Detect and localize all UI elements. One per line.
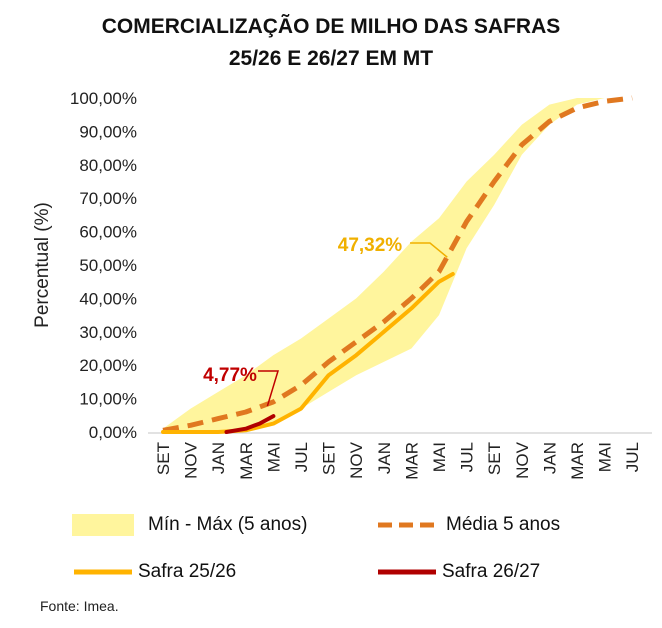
annotation-label-47: 47,32% xyxy=(338,235,403,256)
legend-media-swatch xyxy=(378,522,436,528)
y-tick-label: 50,00% xyxy=(79,256,137,275)
legend-safra-2526-swatch xyxy=(74,569,132,575)
y-tick-label: 60,00% xyxy=(79,223,137,242)
x-tick-label: SET xyxy=(154,442,173,475)
chart-title-line-1: COMERCIALIZAÇÃO DE MILHO DAS SAFRAS xyxy=(101,15,561,38)
legend-item-safra-2526: Safra 25/26 xyxy=(72,561,236,583)
y-tick-label: 0,00% xyxy=(89,423,137,442)
series-line-2 xyxy=(224,414,276,434)
x-tick-label: JUL xyxy=(292,442,311,472)
x-tick-label: JAN xyxy=(375,442,394,474)
legend-band-swatch xyxy=(72,514,134,536)
annotation-leader-47 xyxy=(410,242,448,258)
series-line-0 xyxy=(162,95,633,433)
legend-item-safra-2627: Safra 26/27 xyxy=(376,561,540,583)
legend-item-band: Mín - Máx (5 anos) xyxy=(72,514,307,536)
legend-safra-2627-swatch xyxy=(378,569,436,575)
x-tick-label: SET xyxy=(320,442,339,475)
legend-item-media: Média 5 anos xyxy=(376,514,560,536)
chart-title-line-2: 25/26 E 26/27 EM MT xyxy=(228,47,434,70)
y-tick-label: 80,00% xyxy=(79,156,137,175)
y-tick-label: 30,00% xyxy=(79,323,137,342)
x-tick-label: MAR xyxy=(237,442,256,480)
x-tick-label: MAI xyxy=(264,442,283,472)
y-tick-label: 70,00% xyxy=(79,189,137,208)
annotation-leader-477 xyxy=(258,370,280,407)
x-tick-label: SET xyxy=(485,442,504,475)
y-tick-label: 90,00% xyxy=(79,122,137,141)
x-tick-label: NOV xyxy=(513,441,532,479)
legend-media-label: Média 5 anos xyxy=(446,514,561,535)
annotation-label-477: 4,77% xyxy=(203,365,257,386)
x-tick-label: MAR xyxy=(568,442,587,480)
y-axis-label: Percentual (%) xyxy=(32,202,53,328)
x-tick-label: NOV xyxy=(347,441,366,479)
x-tick-label: MAI xyxy=(596,442,615,472)
legend-safra-2526-label: Safra 25/26 xyxy=(138,561,237,582)
x-tick-label: JAN xyxy=(209,442,228,474)
x-tick-label: NOV xyxy=(182,441,201,479)
x-tick-label: MAR xyxy=(402,442,421,480)
x-tick-label: JUL xyxy=(623,442,642,472)
y-tick-label: 40,00% xyxy=(79,289,137,308)
y-tick-label: 10,00% xyxy=(79,390,137,409)
x-tick-label: MAI xyxy=(430,442,449,472)
x-tick-label: JAN xyxy=(540,442,559,474)
x-tick-label: JUL xyxy=(458,442,477,472)
y-tick-label: 100,00% xyxy=(70,89,137,108)
source-note: Fonte: Imea. xyxy=(40,598,119,614)
legend-band-label: Mín - Máx (5 anos) xyxy=(148,514,308,535)
legend-safra-2627-label: Safra 26/27 xyxy=(442,561,541,582)
y-tick-label: 20,00% xyxy=(79,356,137,375)
series-line-1 xyxy=(161,272,455,434)
